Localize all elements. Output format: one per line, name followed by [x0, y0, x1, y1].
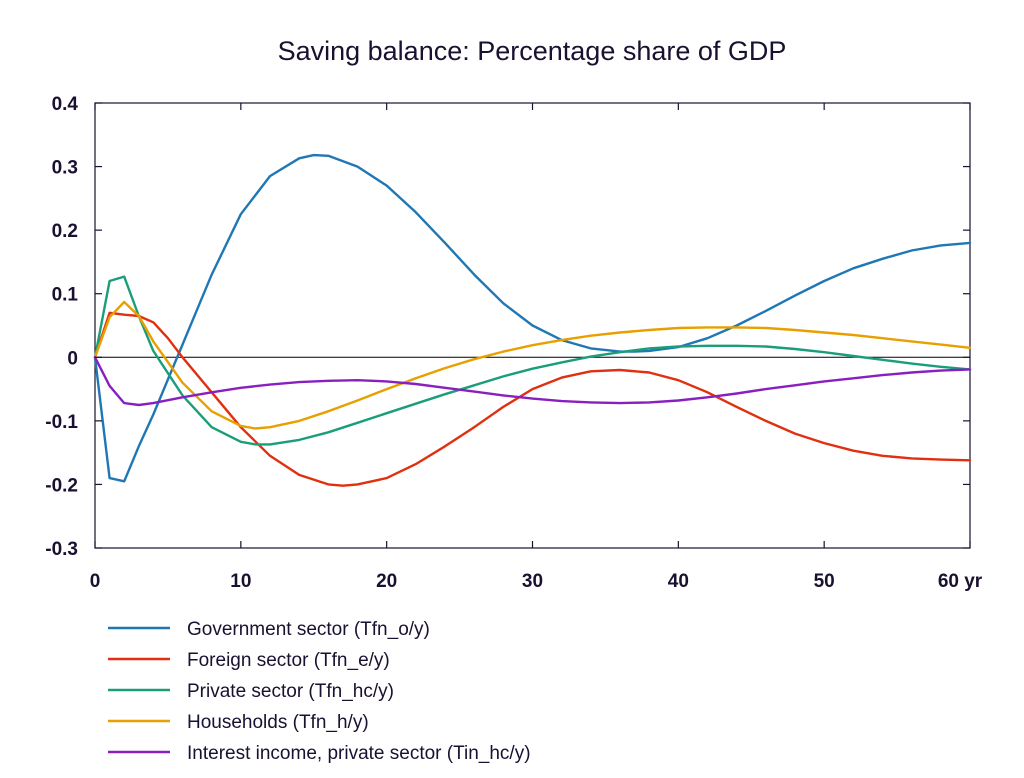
series-lines [93, 153, 972, 487]
y-tick-label: 0 [67, 348, 78, 369]
chart-title: Saving balance: Percentage share of GDP [278, 36, 787, 66]
x-tick-label: 30 [522, 571, 543, 592]
legend-label: Households (Tfn_h/y) [187, 712, 369, 733]
legend-label: Interest income, private sector (Tin_hc/… [187, 743, 531, 764]
y-tick-label: -0.2 [45, 475, 78, 496]
legend-label: Private sector (Tfn_hc/y) [187, 681, 394, 702]
legend: Government sector (Tfn_o/y) Foreign secto… [108, 619, 531, 764]
legend-label: Government sector (Tfn_o/y) [187, 619, 430, 640]
y-tick-label: 0.3 [52, 158, 78, 179]
x-tick-label: 40 [668, 571, 689, 592]
x-tick-label: 20 [376, 571, 397, 592]
y-tick-label: 0.1 [52, 285, 79, 306]
y-tick-label: -0.1 [45, 412, 78, 433]
y-axis-ticks: -0.3 -0.2 -0.1 0 0.1 0.2 0.3 0.4 [45, 94, 970, 560]
y-tick-label: 0.2 [52, 221, 78, 242]
series-line-2 [93, 311, 972, 487]
x-tick-label: 60 yr [938, 571, 983, 592]
x-tick-label: 0 [90, 571, 101, 592]
legend-label: Foreign sector (Tfn_e/y) [187, 650, 390, 671]
series-line-5 [93, 356, 972, 407]
series-line-3 [93, 275, 972, 446]
series-line-4 [93, 300, 972, 430]
y-tick-label: -0.3 [45, 539, 78, 560]
x-axis-ticks: 0 10 20 30 40 50 60 yr [90, 103, 983, 592]
series-line-1 [93, 153, 972, 483]
x-tick-label: 50 [814, 571, 835, 592]
x-tick-label: 10 [230, 571, 251, 592]
y-tick-label: 0.4 [52, 94, 79, 115]
